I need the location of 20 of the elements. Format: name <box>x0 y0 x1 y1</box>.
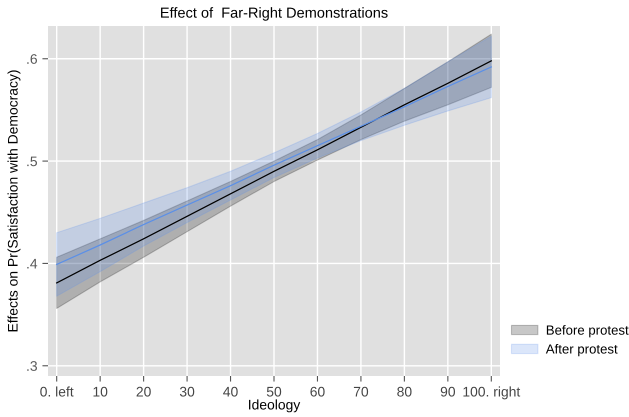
x-tick-label: 30 <box>180 386 194 397</box>
legend-label: Before protest <box>546 325 629 338</box>
y-tick-label: .5 <box>27 156 37 166</box>
x-tick-label: 90 <box>440 386 456 397</box>
x-tick-label: 60 <box>310 386 325 397</box>
y-tick-label: .3 <box>27 361 37 371</box>
legend-label: After protest <box>546 344 618 356</box>
y-tick-label: .6 <box>27 54 37 64</box>
x-tick-label: 20 <box>136 386 151 397</box>
x-tick-label: 10 <box>93 386 108 397</box>
x-tick-label: 50 <box>266 386 282 397</box>
y-tick-label: .4 <box>27 258 38 268</box>
x-tick-label: 70 <box>354 386 368 397</box>
x-tick-label: 100. right <box>463 386 520 400</box>
x-tick-label: 0. left <box>40 386 74 397</box>
y-axis-title: Effects on Pr(Satisfaction with Democracy) <box>8 70 20 332</box>
x-tick-label: 80 <box>397 386 412 397</box>
x-tick-label: 40 <box>223 386 238 397</box>
chart-title: Effect of Far-Right Demonstrations <box>161 7 388 21</box>
x-axis-title: Ideology <box>249 399 300 412</box>
